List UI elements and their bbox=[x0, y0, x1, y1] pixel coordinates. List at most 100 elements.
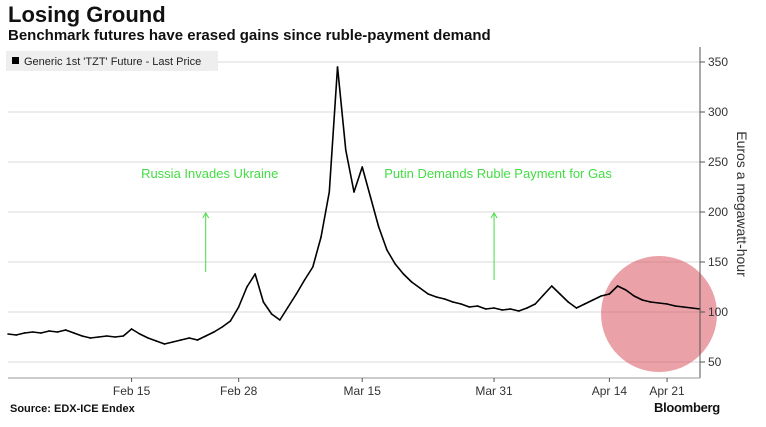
source-note: Source: EDX-ICE Endex bbox=[10, 403, 135, 415]
series-segment bbox=[89, 336, 100, 339]
series-segment bbox=[427, 293, 438, 298]
series-segment bbox=[658, 302, 668, 305]
series-segment bbox=[295, 279, 306, 295]
series-segment bbox=[73, 332, 83, 337]
series-segment bbox=[526, 303, 537, 309]
price-chart: Russia Invades Ukraine Putin Demands Rubl… bbox=[6, 47, 750, 398]
series-segment bbox=[320, 191, 331, 238]
series-segment bbox=[56, 329, 67, 333]
x-tick-label: Mar 15 bbox=[344, 384, 382, 398]
series-segment bbox=[106, 335, 116, 338]
annotation-arrowhead bbox=[202, 212, 210, 219]
series-segment bbox=[114, 335, 125, 338]
series-segment bbox=[460, 303, 471, 308]
series-segment bbox=[649, 301, 660, 304]
chart-title: Losing Ground bbox=[8, 2, 166, 27]
legend-label: Generic 1st 'TZT' Future - Last Price bbox=[24, 56, 201, 68]
series-segment bbox=[81, 335, 92, 339]
series-segment bbox=[550, 285, 561, 295]
series-segment bbox=[15, 332, 26, 336]
series-lines bbox=[7, 66, 701, 345]
annotation-label: Putin Demands Ruble Payment for Gas bbox=[384, 166, 612, 181]
series-segment bbox=[575, 303, 586, 309]
brand-logo: Bloomberg bbox=[654, 400, 720, 415]
y-tick-label: 150 bbox=[708, 255, 728, 269]
series-segment bbox=[328, 66, 339, 193]
series-segment bbox=[517, 307, 528, 312]
series-segment bbox=[559, 293, 569, 303]
series-segment bbox=[493, 307, 504, 311]
y-tick-label: 100 bbox=[708, 305, 728, 319]
legend: Generic 1st 'TZT' Future - Last Price bbox=[6, 51, 218, 71]
series-segment bbox=[312, 236, 322, 268]
series-segment bbox=[262, 301, 273, 315]
series-segment bbox=[435, 296, 446, 300]
series-segment bbox=[394, 263, 405, 275]
series-segment bbox=[386, 249, 396, 265]
x-tick-label: Apr 21 bbox=[649, 384, 685, 398]
series-segment bbox=[122, 328, 133, 337]
series-segment bbox=[213, 326, 223, 333]
series-segment bbox=[641, 299, 652, 303]
series-segment bbox=[476, 305, 487, 310]
y-axis-label: Euros a megawatt-hour bbox=[734, 131, 750, 277]
y-tick-label: 300 bbox=[708, 105, 728, 119]
series-segment bbox=[419, 287, 429, 295]
series-segment bbox=[377, 226, 388, 251]
series-segment bbox=[369, 196, 380, 228]
y-tick-label: 200 bbox=[708, 205, 728, 219]
series-segment bbox=[608, 285, 619, 295]
series-segment bbox=[31, 331, 42, 334]
x-tick-label: Feb 28 bbox=[220, 384, 258, 398]
series-segment bbox=[204, 331, 215, 337]
series-segment bbox=[452, 301, 462, 305]
axes: 50 100 150 200 250 300 350 Feb 15 Feb 28 Mar 15 Ma… bbox=[8, 47, 728, 398]
series-segment bbox=[7, 333, 18, 336]
series-segment bbox=[246, 273, 256, 288]
series-segment bbox=[155, 340, 166, 345]
series-segment bbox=[583, 299, 594, 305]
series-segment bbox=[410, 281, 421, 289]
x-tick-label: Feb 15 bbox=[113, 384, 151, 398]
series-segment bbox=[336, 66, 347, 151]
series-segment bbox=[196, 335, 207, 341]
series-segment bbox=[64, 329, 75, 334]
y-tick-label: 250 bbox=[708, 155, 728, 169]
x-tick-label: Apr 14 bbox=[592, 384, 628, 398]
series-segment bbox=[592, 295, 602, 301]
y-tick-label: 350 bbox=[708, 55, 728, 69]
series-segment bbox=[97, 335, 108, 338]
series-segment bbox=[229, 306, 240, 322]
x-tick-label: Mar 31 bbox=[475, 384, 513, 398]
highlight-circle-shape bbox=[601, 256, 718, 372]
y-tick-label: 50 bbox=[708, 355, 722, 369]
series-segment bbox=[542, 285, 553, 296]
annotation-arrowhead bbox=[490, 212, 498, 219]
series-segment bbox=[361, 166, 372, 198]
series-segment bbox=[270, 313, 281, 321]
series-segment bbox=[443, 298, 454, 303]
series-segment bbox=[600, 293, 611, 297]
legend-box bbox=[6, 51, 218, 71]
series-segment bbox=[171, 339, 182, 343]
series-segment bbox=[48, 330, 59, 333]
highlight-circle bbox=[601, 256, 718, 372]
series-segment bbox=[221, 320, 232, 328]
series-segment bbox=[616, 285, 627, 291]
series-segment bbox=[279, 306, 289, 321]
series-segment bbox=[690, 307, 701, 310]
series-segment bbox=[625, 289, 635, 297]
annotations: Russia Invades Ukraine Putin Demands Rubl… bbox=[141, 166, 612, 280]
series-segment bbox=[180, 337, 191, 341]
series-segment bbox=[674, 305, 685, 308]
series-segment bbox=[402, 273, 413, 283]
series-segment bbox=[287, 293, 298, 308]
series-segment bbox=[163, 341, 174, 345]
series-segment bbox=[139, 333, 149, 339]
series-segment bbox=[633, 295, 644, 301]
series-segment bbox=[254, 273, 265, 303]
series-segment bbox=[485, 307, 495, 310]
series-segment bbox=[344, 149, 355, 193]
series-segment bbox=[666, 303, 677, 307]
gridlines bbox=[8, 61, 700, 363]
